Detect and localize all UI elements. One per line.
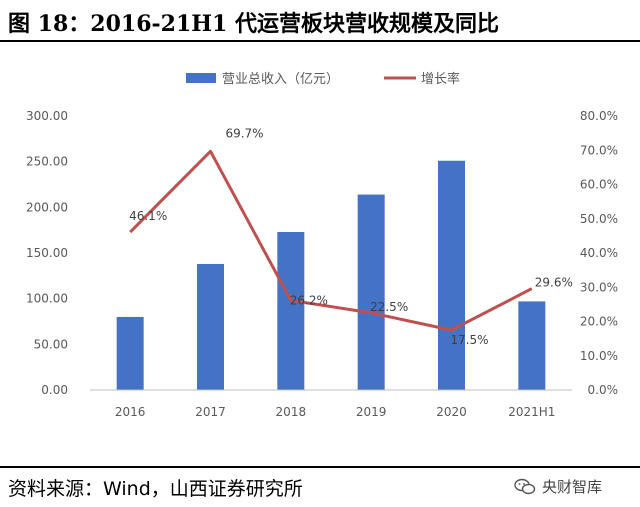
legend-label-growth: 增长率: [421, 71, 460, 87]
right-axis-tick-label: 50.0%: [580, 212, 618, 226]
watermark-text: 央财智库: [542, 478, 603, 496]
bar-revenue: [438, 160, 465, 390]
left-axis-tick-label: 150.00: [26, 246, 68, 260]
right-axis-tick-label: 20.0%: [580, 315, 618, 329]
growth-data-label: 46.1%: [129, 209, 167, 223]
left-axis-tick-label: 50.00: [34, 337, 68, 351]
bar-revenue: [277, 231, 305, 390]
right-axis-tick-label: 70.0%: [580, 143, 618, 157]
left-axis-tick-label: 300.00: [26, 109, 68, 123]
legend-swatch-revenue: [186, 73, 216, 83]
x-axis-tick-label: 2018: [276, 405, 307, 419]
chart-title: 图 18：2016-21H1 代运营板块营收规模及同比: [8, 11, 500, 37]
wechat-icon: [514, 478, 536, 494]
x-axis-tick-label: 2019: [356, 405, 387, 419]
bar-line-chart: 营业总收入（亿元） 增长率 0.00 50.00 100.00 150.00 200.00 2…: [26, 71, 619, 419]
left-axis-tick-label: 250.00: [26, 155, 68, 169]
footer-divider: [0, 466, 640, 468]
title-divider: [0, 40, 640, 42]
right-axis-tick-label: 40.0%: [580, 246, 618, 260]
x-axis-tick-label: 2020: [436, 405, 467, 419]
left-axis-tick-label: 0.00: [41, 383, 68, 397]
bar-revenue: [357, 194, 385, 390]
left-axis-tick-label: 100.00: [26, 292, 68, 306]
growth-data-label: 17.5%: [450, 333, 488, 347]
x-axis-tick-label: 2017: [195, 405, 226, 419]
right-axis-tick-label: 10.0%: [580, 349, 618, 363]
bar-revenue: [518, 301, 546, 390]
growth-data-label: 69.7%: [225, 126, 263, 140]
bar-revenue: [197, 263, 224, 390]
source-note: 资料来源：Wind，山西证券研究所: [8, 478, 303, 500]
right-axis-tick-label: 80.0%: [580, 109, 618, 123]
x-axis-tick-label: 2021H1: [508, 405, 555, 419]
watermark: 央财智库: [514, 476, 602, 497]
growth-rate-line: [129, 149, 533, 332]
right-axis-tick-label: 0.0%: [588, 383, 619, 397]
growth-data-label: 26.2%: [290, 293, 328, 307]
right-axis-tick-label: 30.0%: [580, 280, 618, 294]
growth-data-label: 29.6%: [535, 276, 573, 290]
legend-label-revenue: 营业总收入（亿元）: [222, 72, 339, 87]
right-axis-tick-label: 60.0%: [580, 178, 618, 192]
growth-data-label: 22.5%: [370, 300, 408, 314]
x-axis-tick-label: 2016: [115, 405, 146, 419]
left-axis-tick-label: 200.00: [26, 200, 68, 214]
bar-revenue: [116, 316, 144, 390]
